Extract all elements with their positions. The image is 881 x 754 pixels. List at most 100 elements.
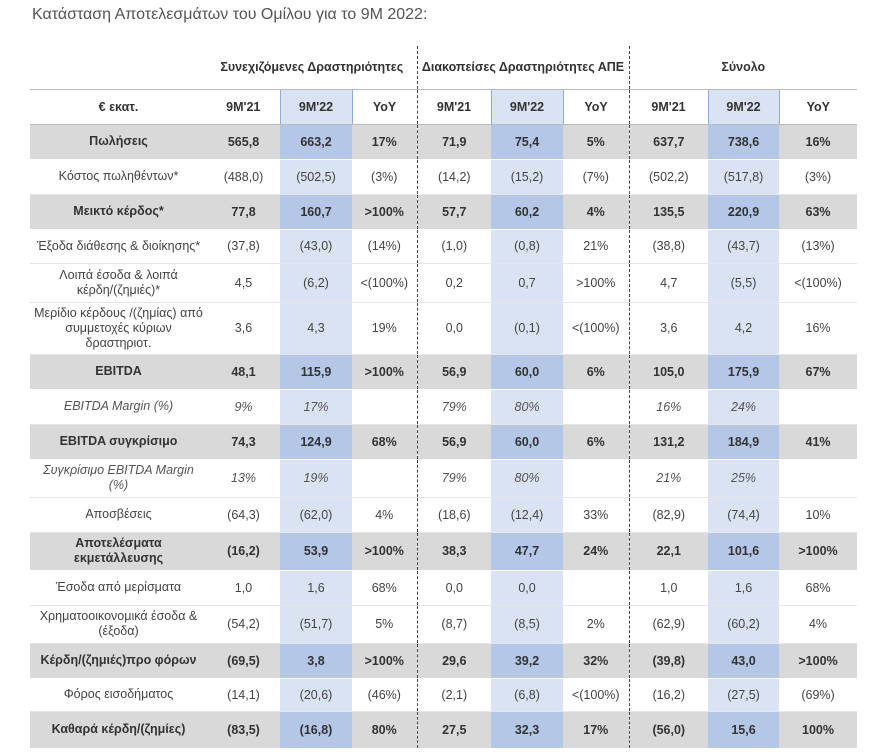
table-cell: (39,8)	[628, 643, 709, 679]
table-cell: 68%	[352, 570, 418, 606]
row-label: Κόστος πωληθέντων*	[30, 159, 207, 195]
table-cell: 13%	[207, 459, 280, 498]
table-cell: 19%	[280, 459, 352, 498]
table-cell: 17%	[563, 711, 630, 749]
table-cell: 3,8	[280, 643, 352, 679]
table-cell: 56,9	[416, 354, 492, 390]
table-cell: 135,5	[628, 194, 709, 230]
table-row: Μεικτό κέρδος* 77,8 160,7 >100% 57,7 60,2 4% 13…	[30, 194, 858, 230]
table-cell: 79%	[416, 459, 492, 498]
table-cell: (2,1)	[416, 678, 492, 712]
table-cell: (6,8)	[491, 678, 564, 712]
table-cell: (3%)	[352, 159, 418, 195]
table-cell: 637,7	[628, 124, 709, 160]
table-cell: (13%)	[779, 229, 858, 264]
table-row: Καθαρά κέρδη/(ζημίες) (83,5) (16,8) 80% 27,5…	[30, 711, 858, 749]
table-cell	[779, 459, 858, 498]
table-cell: 68%	[352, 424, 418, 460]
table-cell: 4%	[779, 605, 858, 644]
table-cell: 15,6	[708, 711, 780, 749]
table-cell: (488,0)	[207, 159, 280, 195]
row-label: Συγκρίσιμο EBITDA Margin (%)	[30, 459, 207, 498]
table-cell: 57,7	[416, 194, 492, 230]
table-cell: (7%)	[563, 159, 630, 195]
table-cell: 79%	[416, 389, 492, 425]
table-cell: (62,9)	[628, 605, 709, 644]
table-row: Συγκρίσιμο EBITDA Margin (%) 13% 19% 79% 80%…	[30, 459, 858, 498]
table-cell: 56,9	[416, 424, 492, 460]
unit-label: € εκατ.	[30, 89, 207, 125]
group-header-continuing: Συνεχιζόμενες Δραστηριότητες	[207, 46, 418, 90]
row-label: EBITDA Margin (%)	[30, 389, 207, 425]
table-cell: (502,5)	[280, 159, 352, 195]
table-cell: (16,2)	[207, 532, 280, 571]
table-cell: <(100%)	[563, 302, 630, 355]
table-cell: >100%	[563, 263, 630, 303]
table-cell: (83,5)	[207, 711, 280, 749]
row-label: Μεικτό κέρδος*	[30, 194, 207, 230]
table-cell: 663,2	[280, 124, 352, 160]
table-cell: (3%)	[779, 159, 858, 195]
table-cell: 131,2	[628, 424, 709, 460]
table-cell: (1,0)	[416, 229, 492, 264]
group-header-total: Σύνολο	[628, 46, 858, 90]
table-cell: 4,7	[628, 263, 709, 303]
table-cell: 67%	[779, 354, 858, 390]
table-cell: 27,5	[416, 711, 492, 749]
table-row: Λοιπά έσοδα & λοιπά κέρδη/(ζημιές)* 4,5 (6…	[30, 263, 858, 303]
table-cell: (69,5)	[207, 643, 280, 679]
period-header: YoY	[563, 89, 630, 125]
table-cell: (16,2)	[628, 678, 709, 712]
row-label: Λοιπά έσοδα & λοιπά κέρδη/(ζημιές)*	[30, 263, 207, 303]
table-cell	[352, 459, 418, 498]
table-cell: 3,6	[628, 302, 709, 355]
table-cell: 80%	[491, 459, 564, 498]
table-cell: 80%	[491, 389, 564, 425]
table-cell: (82,9)	[628, 497, 709, 533]
table-cell: 565,8	[207, 124, 280, 160]
table-cell: (43,7)	[708, 229, 780, 264]
table-cell: (60,2)	[708, 605, 780, 644]
table-cell: (62,0)	[280, 497, 352, 533]
table-cell: (16,8)	[280, 711, 352, 749]
row-label: Έξοδα διάθεσης & διοίκησης*	[30, 229, 207, 264]
income-statement-table: Συνεχιζόμενες Δραστηριότητες Διακοπείσες…	[30, 46, 858, 749]
table-cell: >100%	[352, 194, 418, 230]
table-cell: (64,3)	[207, 497, 280, 533]
row-label: Καθαρά κέρδη/(ζημίες)	[30, 711, 207, 749]
table-row: Πωλήσεις 565,8 663,2 17% 71,9 75,4 5% 637,7 738,…	[30, 124, 858, 160]
table-row: EBITDA 48,1 115,9 >100% 56,9 60,0 6% 105,0 175,9…	[30, 354, 858, 390]
table-cell: 738,6	[708, 124, 780, 160]
table-cell: <(100%)	[563, 678, 630, 712]
table-cell: (502,2)	[628, 159, 709, 195]
table-cell: 4%	[352, 497, 418, 533]
period-header-row: € εκατ. 9Μ'21 9Μ'22 YoY 9Μ'21 9Μ'22 YoY …	[30, 89, 858, 125]
table-row: Κόστος πωληθέντων* (488,0) (502,5) (3%) (14,…	[30, 159, 858, 195]
table-cell: (37,8)	[207, 229, 280, 264]
row-label: Αποτελέσματα εκμετάλλευσης	[30, 532, 207, 571]
table-cell: (74,4)	[708, 497, 780, 533]
table-cell: 4%	[563, 194, 630, 230]
table-cell: 16%	[779, 302, 858, 355]
table-cell: (56,0)	[628, 711, 709, 749]
table-cell: 17%	[280, 389, 352, 425]
table-cell: 115,9	[280, 354, 352, 390]
table-cell: 101,6	[708, 532, 780, 571]
table-cell: (8,7)	[416, 605, 492, 644]
table-cell: 38,3	[416, 532, 492, 571]
table-row: Έσοδα από μερίσματα 1,0 1,6 68% 0,0 0,0 1,0 1,6…	[30, 570, 858, 606]
row-label: Χρηματοοικονομικά έσοδα & (έξοδα)	[30, 605, 207, 644]
table-cell: 184,9	[708, 424, 780, 460]
table-cell: 48,1	[207, 354, 280, 390]
table-cell	[563, 570, 630, 606]
table-cell: (54,2)	[207, 605, 280, 644]
table-cell: 32,3	[491, 711, 564, 749]
group-header-row: Συνεχιζόμενες Δραστηριότητες Διακοπείσες…	[30, 46, 858, 90]
table-cell: 43,0	[708, 643, 780, 679]
table-cell: (69%)	[779, 678, 858, 712]
table-cell: 0,0	[416, 302, 492, 355]
table-cell: (38,8)	[628, 229, 709, 264]
group-header-discontinued: Διακοπείσες Δραστηριότητες ΑΠΕ	[416, 46, 630, 90]
table-cell: 4,3	[280, 302, 352, 355]
table-cell: 1,0	[207, 570, 280, 606]
